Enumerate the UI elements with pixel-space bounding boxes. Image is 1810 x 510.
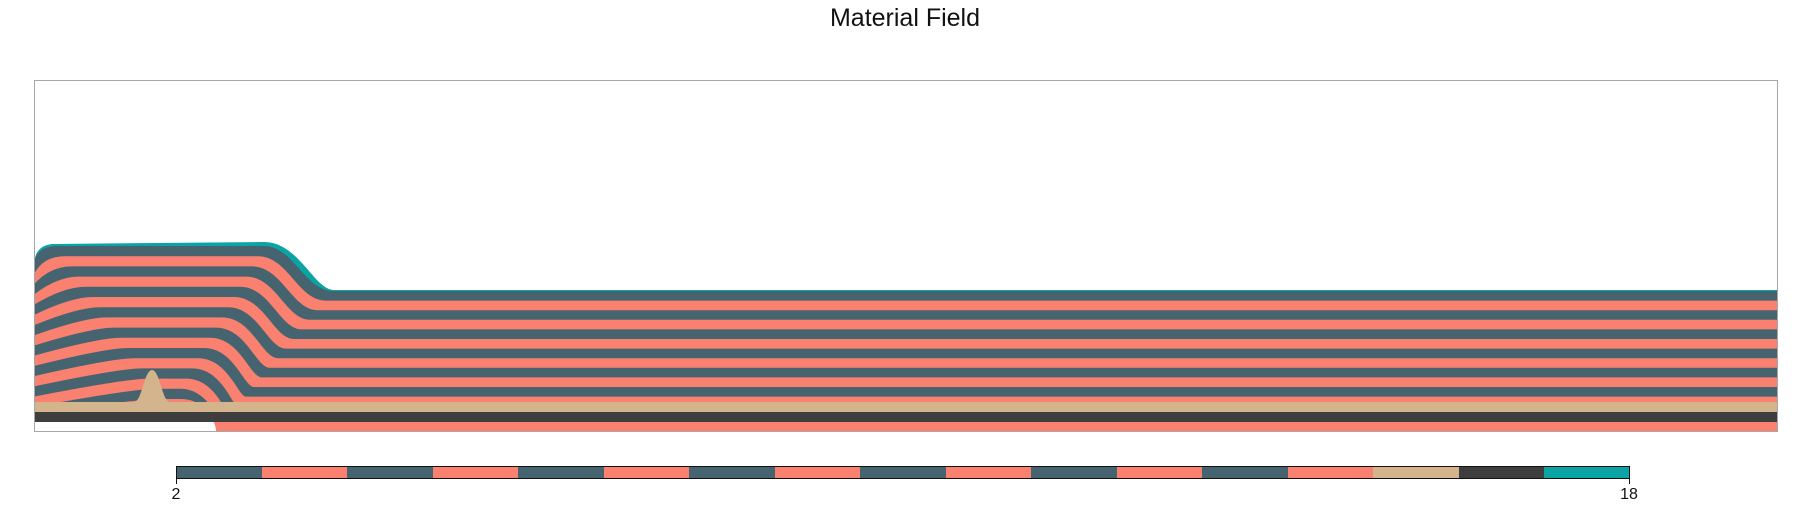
colorbar-min-label: 2 (171, 486, 181, 503)
colorbar-segment (518, 466, 604, 479)
colorbar (176, 466, 1630, 484)
colorbar-segment (1117, 466, 1202, 479)
colorbar-segment (604, 466, 689, 479)
plot-area (34, 80, 1778, 432)
colorbar-segment (176, 466, 262, 479)
colorbar-segment (689, 466, 775, 479)
colorbar-segment (347, 466, 433, 479)
colorbar-segment (433, 466, 518, 479)
colorbar-frame (176, 466, 1630, 479)
stratum-layer (34, 358, 1778, 412)
colorbar-segment (1459, 466, 1544, 479)
colorbar-segment (1544, 466, 1630, 479)
stratum-layer (34, 348, 1778, 412)
plot-frame (34, 80, 1778, 432)
colorbar-segment (262, 466, 347, 479)
colorbar-segment (946, 466, 1031, 479)
colorbar-segment (1031, 466, 1117, 479)
colorbar-segment (1202, 466, 1288, 479)
colorbar-max-label: 18 (1620, 486, 1638, 503)
dark-base-layer (34, 412, 1778, 422)
colorbar-segment (860, 466, 946, 479)
colorbar-segment (1373, 466, 1459, 479)
chart-title: Material Field (829, 4, 981, 32)
colorbar-segment (1288, 466, 1373, 479)
colorbar-segment (775, 466, 860, 479)
tan-base-layer (34, 370, 1778, 412)
